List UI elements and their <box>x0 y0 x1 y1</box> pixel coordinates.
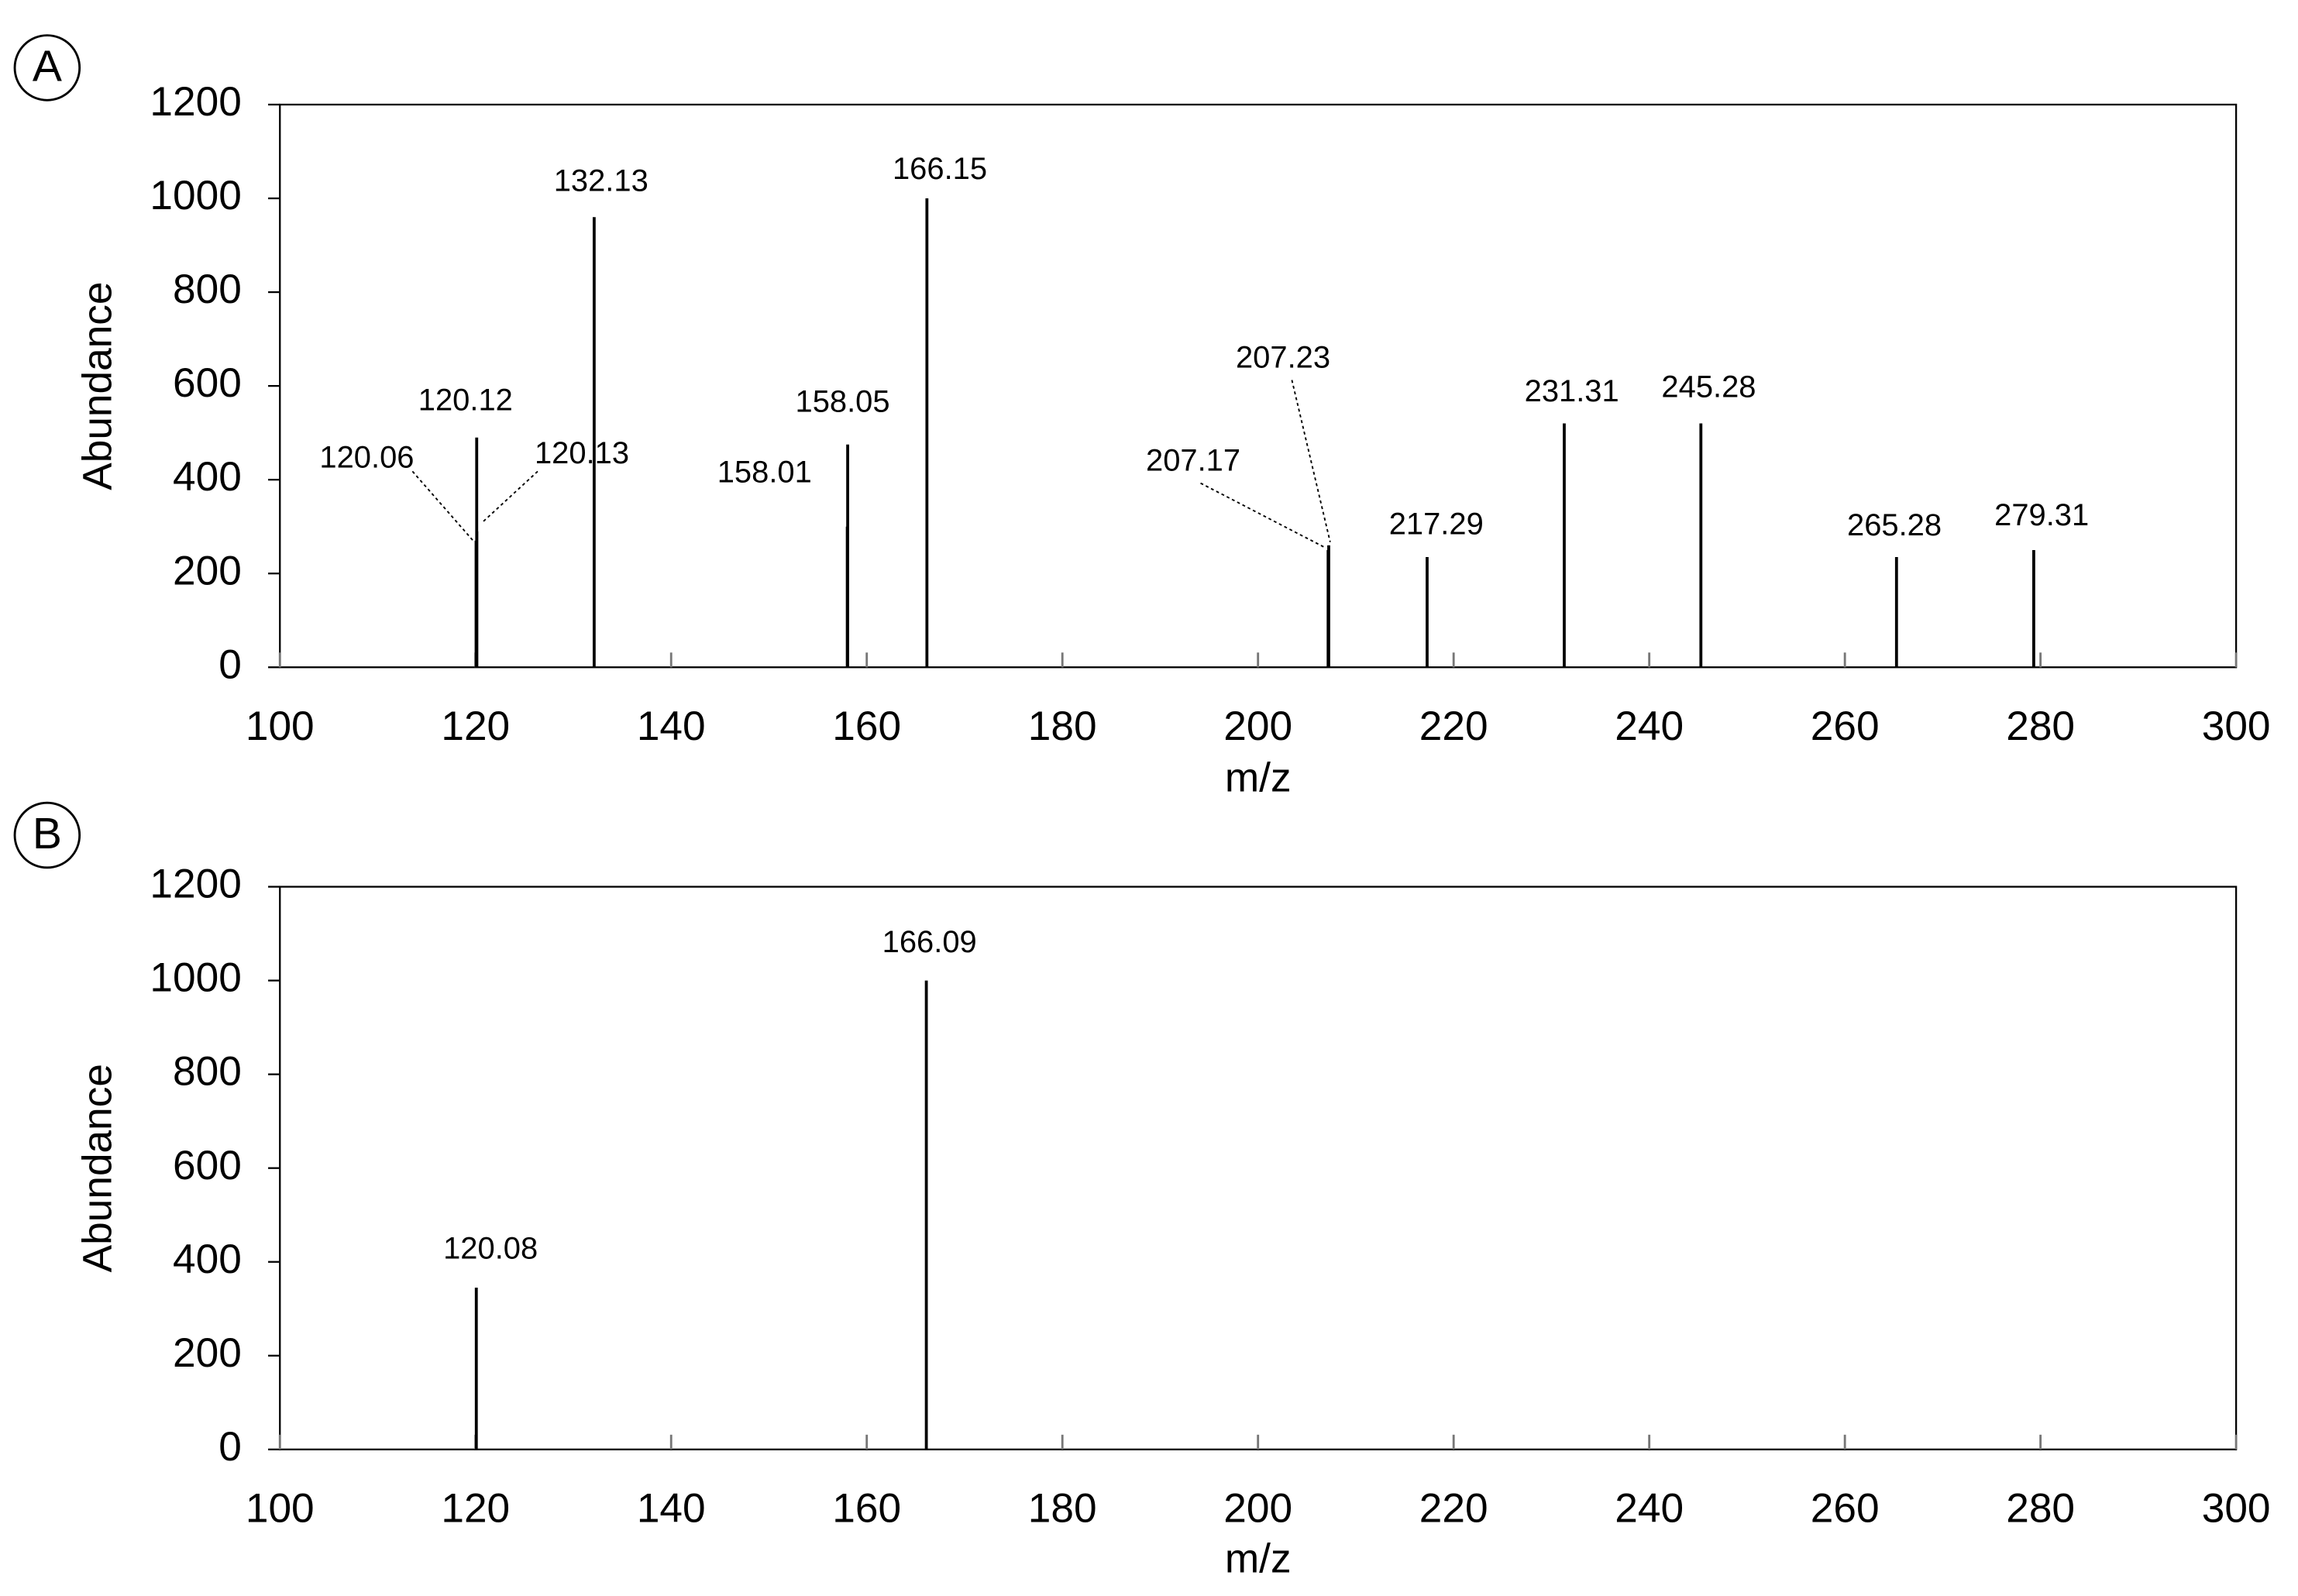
y-tick-label: 1200 <box>150 862 241 907</box>
leader-line <box>1291 380 1331 542</box>
panel-badge <box>13 801 81 869</box>
x-tick-label: 260 <box>1811 1486 1880 1532</box>
x-axis-label: m/z <box>1225 755 1292 801</box>
x-axis-label: m/z <box>1225 1536 1292 1581</box>
x-tick-label: 200 <box>1223 1486 1292 1532</box>
x-tick-label: 180 <box>1028 1486 1097 1532</box>
y-tick-label: 0 <box>218 1424 242 1470</box>
peak-label: 166.15 <box>893 152 987 186</box>
x-tick-label: 120 <box>441 703 510 749</box>
x-tick-label: 120 <box>441 1486 510 1532</box>
peak-label: 207.23 <box>1236 340 1330 374</box>
y-tick-label: 600 <box>173 360 242 406</box>
peak-label: 231.31 <box>1525 374 1619 408</box>
peak-label: 279.31 <box>1994 498 2089 532</box>
leader-line <box>1200 482 1326 549</box>
x-tick-label: 100 <box>246 1486 315 1532</box>
x-tick-label: 240 <box>1615 703 1684 749</box>
y-tick-label: 1200 <box>150 79 241 125</box>
y-tick-label: 800 <box>173 1049 242 1095</box>
panel-badge <box>13 34 81 101</box>
y-axis-label: Abundance <box>74 1064 120 1272</box>
y-tick-label: 1000 <box>150 955 241 1001</box>
y-tick-label: 600 <box>173 1143 242 1188</box>
y-tick-label: 800 <box>173 267 242 312</box>
y-tick-label: 400 <box>173 1237 242 1282</box>
x-tick-label: 160 <box>832 703 901 749</box>
y-tick-label: 400 <box>173 454 242 500</box>
x-tick-label: 180 <box>1028 703 1097 749</box>
panel-label: B <box>33 809 62 858</box>
peak-label: 158.01 <box>717 456 812 490</box>
x-tick-label: 280 <box>2006 1486 2075 1532</box>
peak-label: 158.05 <box>796 384 890 418</box>
x-tick-label: 240 <box>1615 1486 1684 1532</box>
peak-label: 120.12 <box>418 384 513 418</box>
peak-label: 217.29 <box>1389 507 1484 541</box>
y-tick-label: 200 <box>173 1330 242 1376</box>
peak-label: 120.08 <box>443 1232 538 1266</box>
x-tick-label: 200 <box>1223 703 1292 749</box>
x-tick-label: 300 <box>2202 703 2271 749</box>
peak-label: 120.06 <box>319 441 414 475</box>
x-tick-label: 280 <box>2006 703 2075 749</box>
leader-line <box>481 470 538 524</box>
x-tick-label: 300 <box>2202 1486 2271 1532</box>
y-tick-label: 200 <box>173 548 242 593</box>
peak-label: 132.13 <box>554 163 648 198</box>
panel-label: A <box>33 41 62 91</box>
y-tick-label: 0 <box>218 641 242 687</box>
peak-label: 265.28 <box>1847 508 1942 542</box>
x-tick-label: 220 <box>1419 1486 1488 1532</box>
peak-label: 245.28 <box>1661 370 1756 404</box>
leader-line <box>411 470 475 543</box>
y-axis-label: Abundance <box>74 281 120 490</box>
x-tick-label: 140 <box>637 1486 706 1532</box>
peak-label: 120.13 <box>535 436 629 470</box>
x-tick-label: 140 <box>637 703 706 749</box>
x-tick-label: 160 <box>832 1486 901 1532</box>
peak-label: 166.09 <box>882 925 977 959</box>
peak-label: 207.17 <box>1146 444 1240 478</box>
y-tick-label: 1000 <box>150 173 241 218</box>
x-tick-label: 100 <box>246 703 315 749</box>
plot-frame <box>279 886 2238 1450</box>
x-tick-label: 260 <box>1811 703 1880 749</box>
x-tick-label: 220 <box>1419 703 1488 749</box>
